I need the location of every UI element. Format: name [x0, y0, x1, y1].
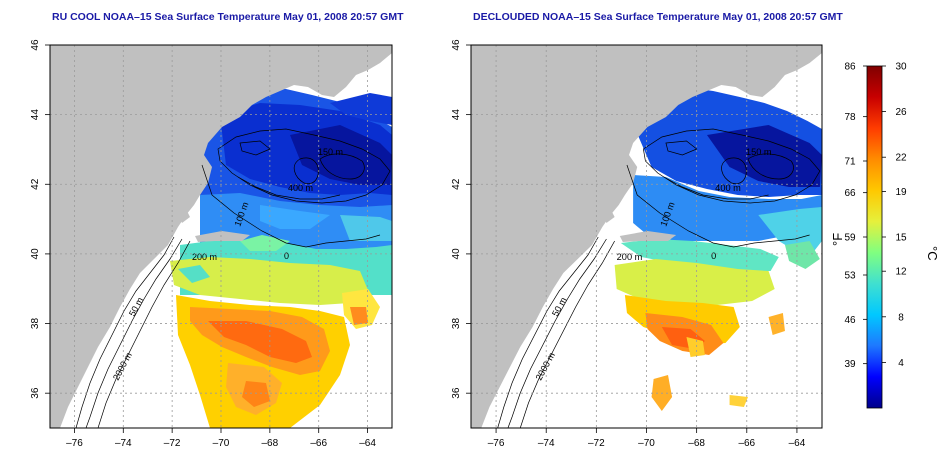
x-tick-label: –68 — [688, 438, 705, 449]
graticule-left — [50, 45, 392, 428]
colorbar-tick-label-f: 46 — [844, 315, 856, 326]
x-tick-label: –74 — [538, 438, 555, 449]
colorbar-tick-label-c: 22 — [895, 153, 907, 164]
colorbar-tick-label-f: 39 — [844, 359, 856, 370]
graticule-right — [471, 45, 822, 428]
isobath-label-200-left: 200 m — [192, 252, 217, 262]
y-tick-label: 42 — [451, 178, 462, 190]
axis-ticks-right: –76 –74 –72 –70 –68 –66 –64 46 44 42 40 38 36 — [451, 39, 806, 449]
isobath-label-0-right: 0 — [711, 251, 716, 261]
y-tick-label: 42 — [30, 178, 41, 190]
map-panel-right: 200 m 50 m 2000 m 400 m 100 m 150 m 0 –7… — [451, 39, 823, 449]
y-tick-label: 46 — [30, 39, 41, 51]
panel-title-left: RU COOL NOAA–15 Sea Surface Temperature … — [52, 11, 404, 23]
colorbar-tick-label-c: 30 — [895, 62, 907, 73]
x-tick-label: –64 — [359, 438, 376, 449]
isobath-label-150-right: 150 m — [746, 147, 772, 157]
y-tick-label: 44 — [451, 109, 462, 121]
colorbar-tick-label-f: 86 — [844, 62, 856, 73]
colorbar-tick-label-f: 66 — [844, 188, 856, 199]
colorbar-tick-label-f: 71 — [844, 157, 856, 168]
colorbar-tick-label-f: 53 — [844, 271, 856, 282]
x-tick-label: –74 — [115, 438, 132, 449]
y-tick-label: 36 — [30, 387, 41, 399]
x-tick-label: –68 — [262, 438, 279, 449]
x-tick-label: –70 — [638, 438, 655, 449]
map-panel-left: 200 m 50 m 2000 m 400 m 100 m 150 m 0 –7… — [30, 39, 393, 449]
y-tick-label: 38 — [30, 318, 41, 330]
axis-ticks-left: –76 –74 –72 –70 –68 –66 –64 46 44 42 40 38 36 — [30, 39, 376, 449]
colorbar-tick-label-c: 12 — [895, 267, 907, 278]
y-tick-label: 46 — [451, 39, 462, 51]
y-tick-label: 36 — [451, 387, 462, 399]
colorbar-tick-label-c: 8 — [898, 312, 904, 323]
x-tick-label: –76 — [66, 438, 83, 449]
isobath-label-200-right: 200 m — [617, 252, 643, 262]
colorbar: 30 26 22 19 15 12 8 4 86 78 71 66 59 53 46 39 °F °C — [830, 62, 940, 409]
x-tick-label: –66 — [738, 438, 755, 449]
y-tick-label: 44 — [30, 109, 41, 121]
y-tick-label: 40 — [451, 248, 462, 260]
x-tick-label: –66 — [310, 438, 327, 449]
x-tick-label: –76 — [488, 438, 505, 449]
isobath-label-150-left: 150 m — [318, 147, 343, 157]
colorbar-tick-label-f: 78 — [844, 112, 856, 123]
isobath-label-400-left: 400 m — [288, 183, 313, 193]
x-tick-label: –72 — [588, 438, 605, 449]
x-tick-label: –72 — [164, 438, 181, 449]
y-tick-label: 40 — [30, 248, 41, 260]
colorbar-tick-label-c: 26 — [895, 107, 907, 118]
colorbar-label-celsius: °C — [925, 246, 940, 261]
panel-title-right: DECLOUDED NOAA–15 Sea Surface Temperatur… — [473, 11, 843, 23]
colorbar-tick-label-c: 4 — [898, 358, 904, 369]
x-tick-label: –70 — [213, 438, 230, 449]
isobath-label-400-right: 400 m — [715, 183, 741, 193]
colorbar-tick-label-c: 19 — [895, 187, 907, 198]
colorbar-tick-label-c: 15 — [895, 233, 907, 244]
colorbar-label-fahrenheit: °F — [830, 233, 845, 246]
x-tick-label: –64 — [789, 438, 806, 449]
colorbar-ramp — [866, 65, 883, 409]
y-tick-label: 38 — [451, 318, 462, 330]
colorbar-tick-label-f: 59 — [844, 233, 856, 244]
isobath-label-0-left: 0 — [284, 251, 289, 261]
